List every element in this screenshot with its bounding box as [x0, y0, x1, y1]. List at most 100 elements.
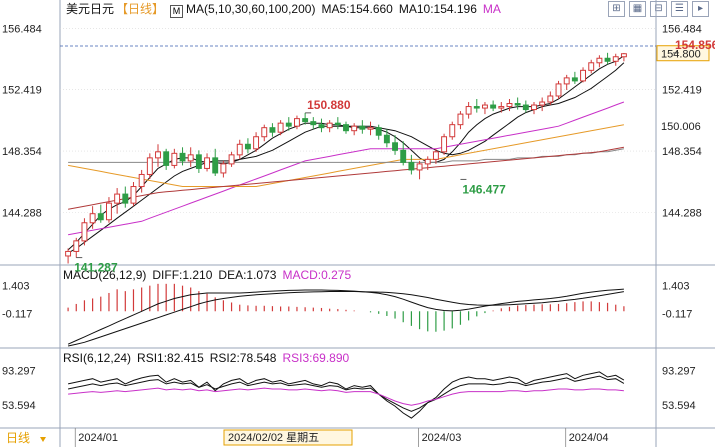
candle[interactable] — [432, 151, 439, 160]
candle[interactable] — [449, 124, 456, 138]
candle[interactable] — [326, 122, 333, 129]
candle[interactable] — [596, 57, 603, 64]
price-axis-label-right: 156.484 — [662, 23, 702, 35]
macd-header: MACD(26,12,9) DIFF:1.210 DEA:1.073 MACD:0.2… — [63, 268, 357, 282]
candle[interactable] — [514, 103, 521, 106]
candle[interactable] — [506, 103, 513, 108]
box-arrow-icon[interactable]: ▸ — [692, 1, 709, 17]
candle[interactable] — [416, 163, 423, 171]
price-axis-label-right: 144.288 — [662, 207, 702, 219]
candle[interactable] — [457, 113, 464, 126]
candle[interactable] — [163, 151, 170, 166]
period-dropdown-icon[interactable] — [40, 437, 46, 442]
main-chart-header: 美元日元 【日线】 M MA(5,10,30,60,100,200) MA5:154.6… — [66, 2, 507, 18]
candle[interactable] — [73, 240, 80, 252]
period-label[interactable]: 【日线】 — [116, 2, 165, 16]
candle[interactable] — [195, 154, 202, 169]
crosshair-date-label: 2024/02/02 星期五 — [228, 431, 319, 444]
candle[interactable] — [612, 56, 619, 62]
candle[interactable] — [179, 152, 186, 162]
candle[interactable] — [580, 69, 586, 82]
candle[interactable] — [65, 250, 72, 257]
candle[interactable] — [588, 62, 595, 71]
candle[interactable] — [220, 163, 227, 174]
candle[interactable] — [204, 157, 210, 169]
candle[interactable] — [465, 106, 472, 115]
candle[interactable] — [539, 101, 546, 106]
candle[interactable] — [171, 152, 178, 166]
candle[interactable] — [89, 213, 96, 224]
candle[interactable] — [81, 222, 88, 242]
candle[interactable] — [212, 157, 219, 174]
macd-diff-line — [67, 288, 624, 345]
candle[interactable] — [146, 157, 153, 175]
candle[interactable] — [383, 134, 390, 144]
macd-axis-label-right: 1.403 — [662, 281, 690, 293]
candle[interactable] — [114, 193, 121, 204]
candle[interactable] — [547, 95, 554, 103]
candle[interactable] — [473, 106, 480, 109]
price-axis-label-right: 148.354 — [662, 146, 702, 158]
candle[interactable] — [269, 127, 276, 133]
candle[interactable] — [408, 161, 415, 171]
candle[interactable] — [482, 104, 488, 109]
candle[interactable] — [106, 202, 112, 221]
candle[interactable] — [343, 124, 349, 132]
candle[interactable] — [400, 149, 407, 163]
box-grid-icon[interactable]: ▦ — [629, 1, 646, 17]
candle[interactable] — [294, 118, 300, 127]
candle[interactable] — [351, 125, 358, 132]
candle[interactable] — [187, 154, 194, 162]
candle[interactable] — [555, 83, 562, 97]
candle[interactable] — [334, 122, 341, 126]
candle[interactable] — [367, 127, 374, 130]
box-plus-icon[interactable]: ⊞ — [608, 1, 625, 17]
macd-value: MACD:0.275 — [282, 268, 352, 282]
candle[interactable] — [620, 53, 627, 58]
rsi1-value: RSI1:82.415 — [137, 351, 204, 365]
candle[interactable] — [604, 57, 611, 62]
candle[interactable] — [277, 122, 284, 133]
x-axis-label: 2024/01 — [78, 432, 118, 444]
ma10-value: MA10:154.196 — [398, 2, 477, 16]
candle[interactable] — [318, 124, 325, 129]
candle[interactable] — [253, 136, 260, 150]
candle[interactable] — [155, 151, 161, 159]
candle[interactable] — [138, 173, 145, 188]
rsi-header: RSI(6,12,24) RSI1:82.415 RSI2:78.548 RSI3:6… — [63, 351, 355, 365]
candle[interactable] — [302, 118, 309, 123]
candle[interactable] — [244, 143, 251, 150]
rsi-axis-label-right: 53.594 — [662, 400, 696, 412]
candle[interactable] — [563, 77, 570, 85]
candle[interactable] — [359, 125, 366, 130]
candle[interactable] — [375, 127, 382, 136]
candle[interactable] — [441, 136, 448, 153]
candle[interactable] — [310, 121, 317, 126]
candle[interactable] — [571, 77, 578, 82]
macd-name: MACD(26,12,9) — [63, 268, 147, 282]
macd-axis-label-right: -0.117 — [662, 308, 692, 320]
candle[interactable] — [130, 186, 137, 204]
ma-toggle-icon[interactable]: M — [170, 5, 184, 18]
box-menu-icon[interactable]: ☰ — [671, 1, 688, 17]
candle[interactable] — [490, 104, 497, 109]
candle[interactable] — [285, 122, 292, 127]
candle[interactable] — [498, 106, 505, 109]
toolbar: ⊞ ▦ ⊟ ☰ ▸ — [608, 1, 709, 17]
candle[interactable] — [261, 127, 268, 138]
candle[interactable] — [236, 143, 243, 156]
candle[interactable] — [228, 154, 235, 165]
low-annotation: 146.477 — [462, 182, 506, 196]
candle[interactable] — [522, 104, 529, 111]
rsi3-value: RSI3:69.890 — [282, 351, 350, 365]
candle[interactable] — [424, 158, 431, 165]
candle[interactable] — [531, 104, 537, 111]
candle[interactable] — [122, 193, 129, 204]
box-minus-icon[interactable]: ⊟ — [650, 1, 667, 17]
rsi-axis-label-right: 93.297 — [662, 366, 696, 378]
candle[interactable] — [97, 213, 104, 221]
candle[interactable] — [392, 142, 398, 151]
footer-period-label: 日线 — [6, 431, 30, 445]
